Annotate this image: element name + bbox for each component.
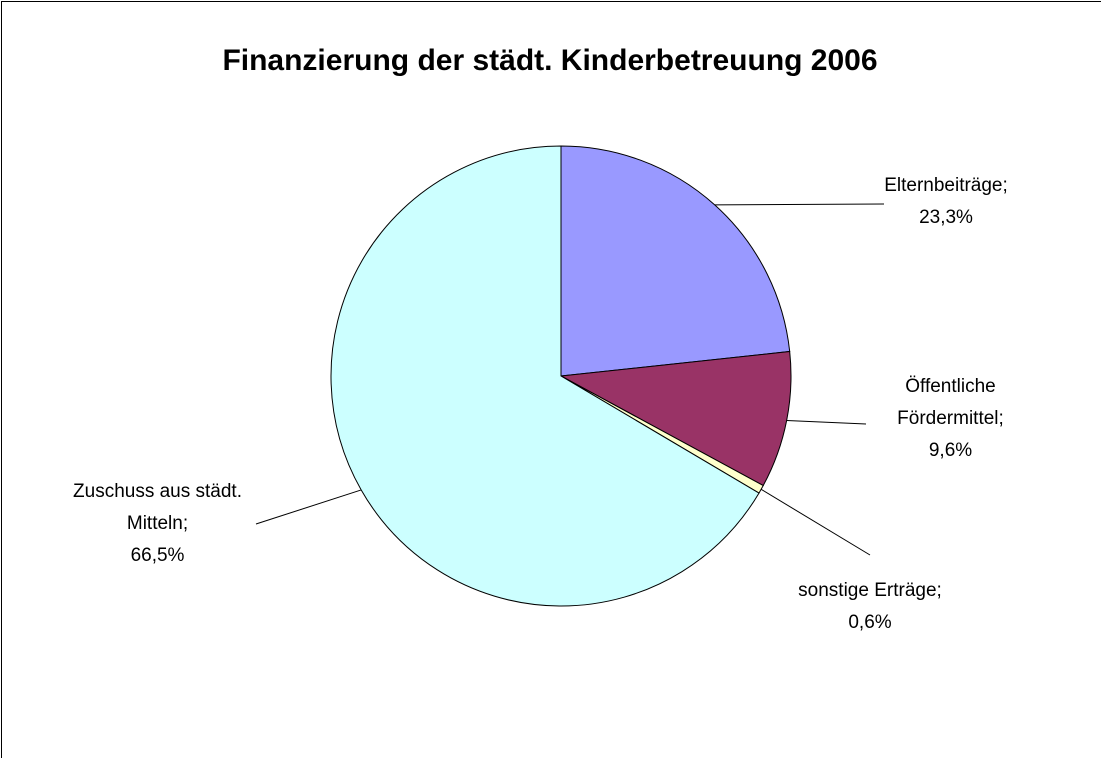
slice-label: Zuschuss aus städt. Mitteln; 66,5% (60, 476, 255, 572)
category-label: Elternbeiträge; (884, 175, 1008, 196)
leader-line (760, 488, 871, 556)
value-label: 9,6% (928, 440, 973, 461)
value-label: 66,5% (130, 545, 185, 566)
slice-label: sonstige Erträge; 0,6% (760, 575, 980, 639)
category-label: Öffentliche Fördermittel; (897, 376, 1004, 429)
value-label: 0,6% (848, 612, 892, 633)
leader-line (255, 489, 362, 525)
leader-line (714, 203, 885, 206)
chart-title: Finanzierung der städt. Kinderbetreuung … (222, 44, 877, 77)
value-label: 23,3% (919, 207, 973, 228)
pie-slice (330, 145, 760, 607)
category-label: Zuschuss aus städt. Mitteln; (73, 481, 242, 534)
pie-slice (559, 350, 792, 487)
pie-slice (560, 145, 791, 377)
category-label: sonstige Erträge; (798, 580, 942, 601)
leader-line (786, 420, 867, 425)
slice-label: Elternbeiträge; 23,3% (866, 170, 1026, 234)
slice-label: Öffentliche Fördermittel; 9,6% (868, 371, 1033, 467)
